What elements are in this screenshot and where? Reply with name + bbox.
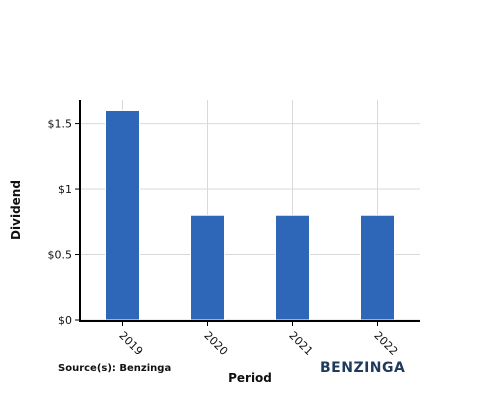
axes: [79, 100, 420, 322]
x-tick-label: 2020: [201, 329, 230, 358]
source-note: Source(s): Benzinga: [58, 363, 172, 374]
x-tick-label: 2022: [371, 329, 400, 358]
x-ticks: 2019 2020 2021 2022: [116, 321, 400, 358]
bar-2022: [360, 214, 395, 321]
y-tick-label: $0: [58, 314, 72, 327]
x-tick-label: 2019: [116, 329, 145, 358]
bar-2020: [190, 214, 225, 321]
y-tick-label: $0.5: [48, 249, 73, 262]
x-tick-label: 2021: [286, 329, 315, 358]
bar-2019: [105, 109, 140, 321]
x-axis-title: Period: [228, 371, 272, 385]
y-axis-title: Dividend: [9, 180, 23, 240]
bars: [105, 109, 395, 321]
y-ticks: $0 $0.5 $1 $1.5: [48, 118, 80, 327]
y-tick-label: $1.5: [48, 118, 73, 131]
y-tick-label: $1: [58, 183, 72, 196]
bar-2021: [275, 214, 310, 321]
benzinga-logo: BENZINGA: [320, 360, 406, 376]
